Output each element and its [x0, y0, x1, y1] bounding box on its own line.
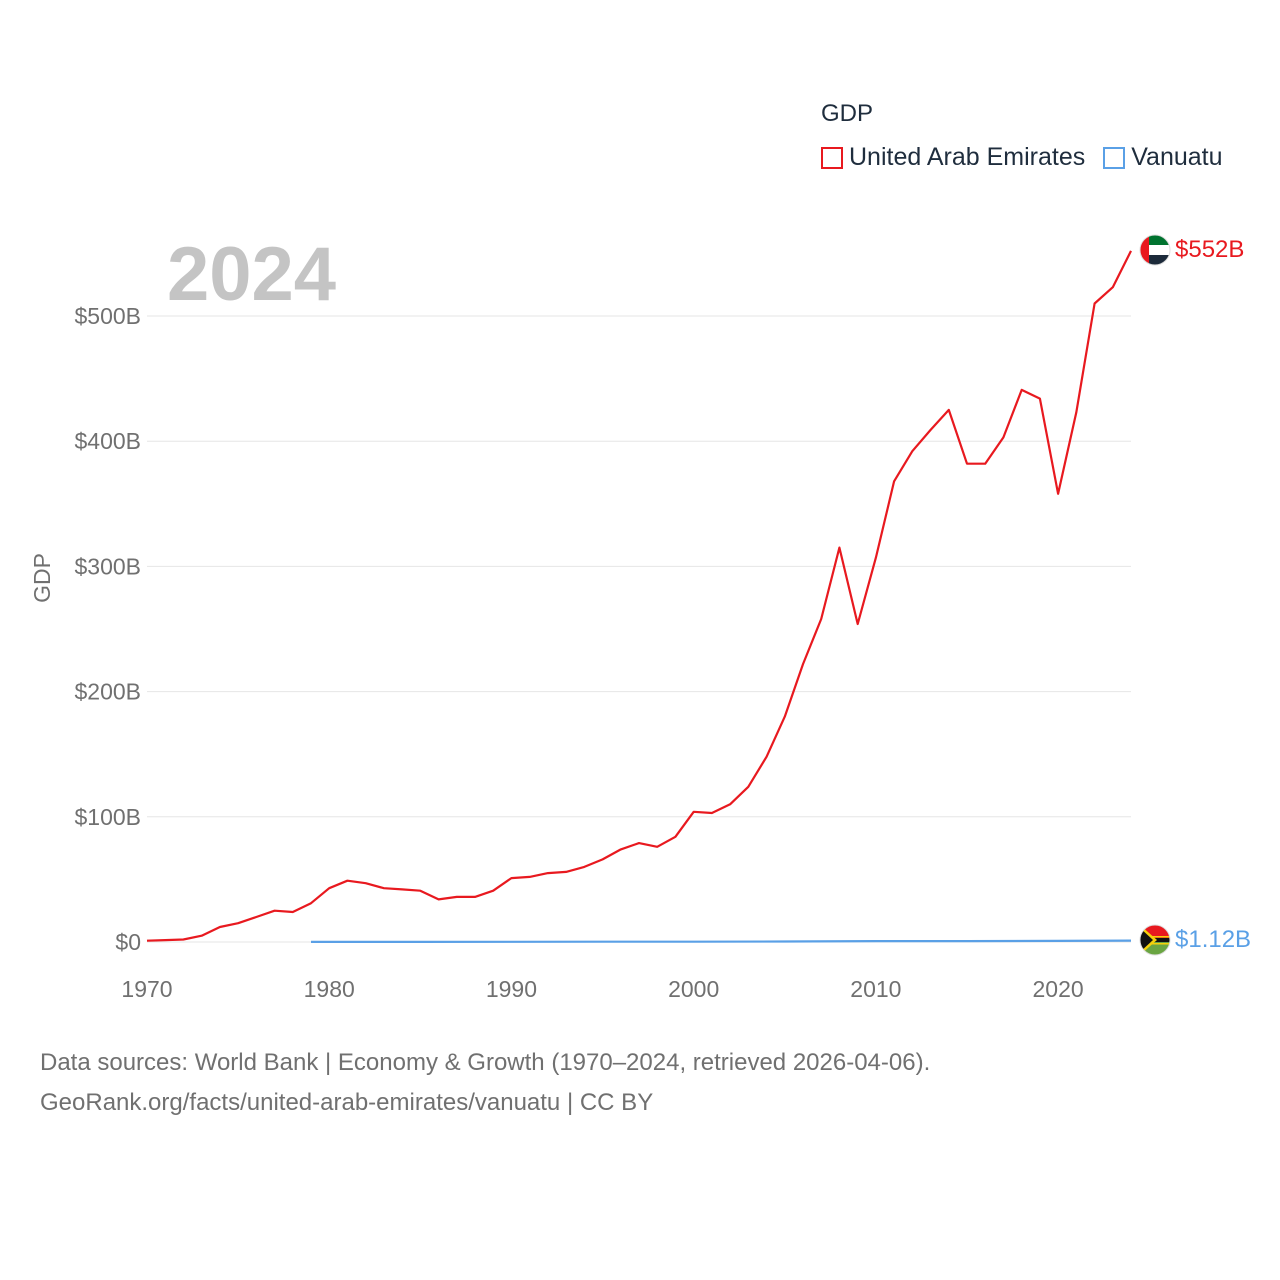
legend-label-vanuatu: Vanuatu	[1131, 143, 1223, 171]
y-axis-title: GDP	[29, 553, 55, 603]
x-tick-label: 1990	[486, 976, 537, 1002]
legend-item-uae[interactable]: United Arab Emirates	[821, 143, 1085, 172]
vanuatu-end-value: $1.12B	[1175, 926, 1251, 953]
x-tick-label: 2000	[668, 976, 719, 1002]
x-tick-label: 2010	[850, 976, 901, 1002]
legend-item-vanuatu[interactable]: Vanuatu	[1103, 143, 1223, 172]
y-tick-label: $200B	[74, 679, 141, 705]
uae-end-value: $552B	[1175, 236, 1244, 263]
footer: Data sources: World Bank | Economy & Gro…	[40, 1043, 930, 1123]
legend-title: GDP	[821, 100, 874, 127]
x-tick-label: 1970	[121, 976, 172, 1002]
x-tick-label: 1980	[304, 976, 355, 1002]
vanuatu-flag-icon	[1140, 925, 1170, 955]
y-tick-label: $500B	[74, 303, 141, 329]
y-tick-label: $100B	[74, 804, 141, 830]
uae-flag-icon	[1140, 235, 1170, 265]
legend-swatch-uae	[821, 146, 843, 169]
legend: United Arab Emirates Vanuatu	[821, 143, 1241, 172]
year-watermark: 2024	[167, 232, 336, 317]
uae-gdp-line[interactable]	[146, 250, 1132, 942]
footer-sources: Data sources: World Bank | Economy & Gro…	[40, 1049, 931, 1076]
y-tick-label: $300B	[74, 553, 141, 579]
x-tick-label: 2020	[1033, 976, 1084, 1002]
footer-link[interactable]: GeoRank.org/facts/united-arab-emirates/v…	[40, 1089, 654, 1116]
y-tick-label: $400B	[74, 428, 141, 454]
legend-label-uae: United Arab Emirates	[849, 143, 1086, 171]
vanuatu-gdp-line[interactable]	[311, 939, 1132, 944]
legend-swatch-vanuatu	[1103, 146, 1126, 169]
y-tick-label: $0	[115, 929, 141, 955]
